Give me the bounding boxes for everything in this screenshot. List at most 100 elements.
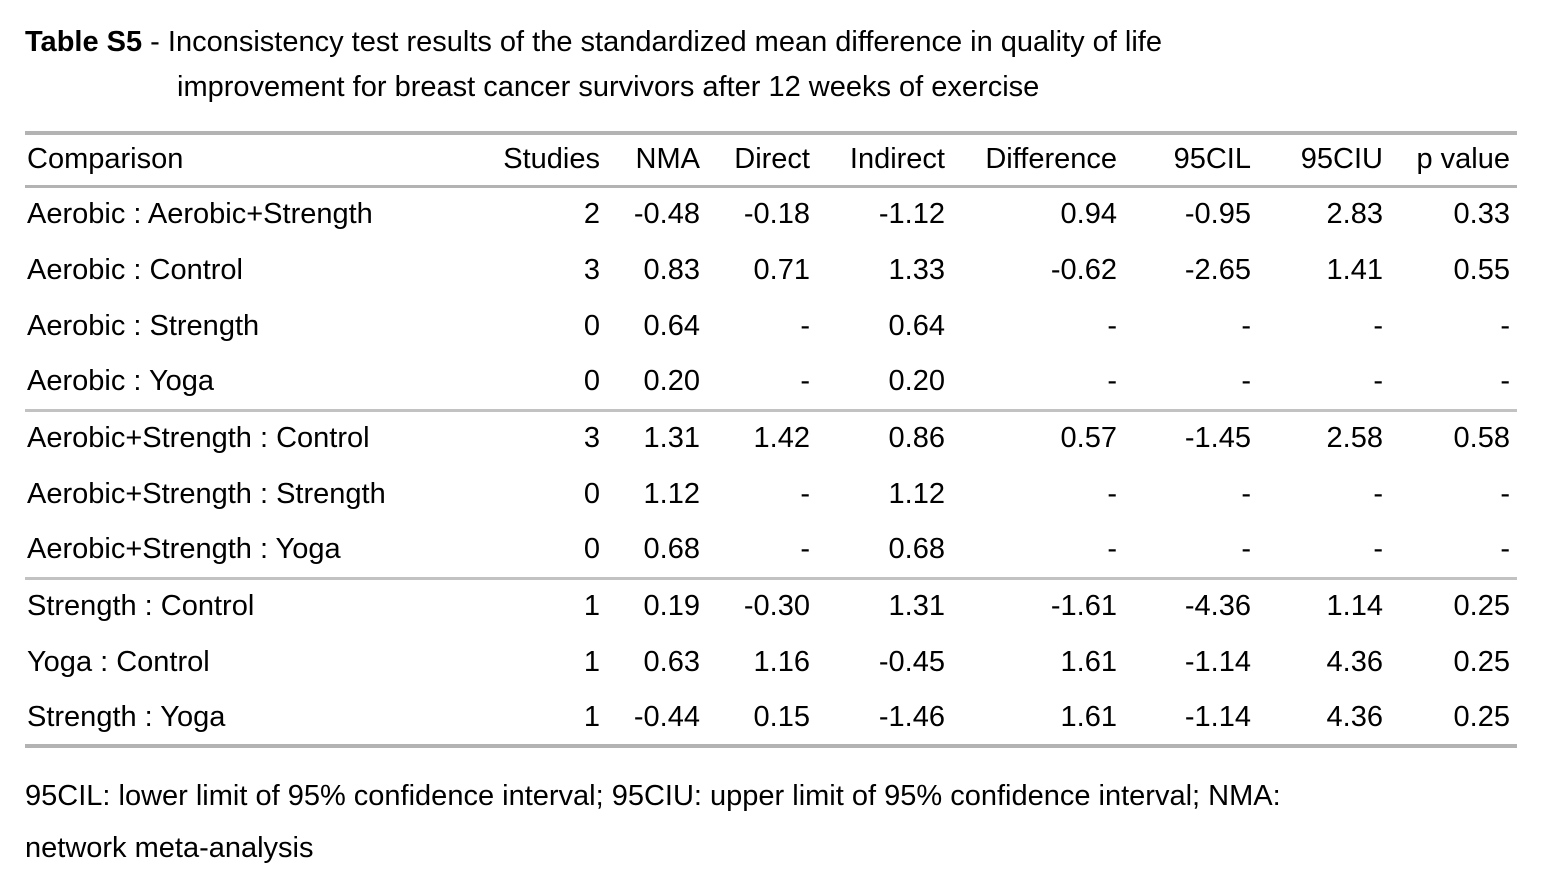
value-cell: -0.18: [743, 198, 810, 231]
caption-title-line-1: Inconsistency test results of the standa…: [167, 26, 1162, 58]
comparison-cell: Aerobic : Yoga: [27, 364, 215, 397]
value-cell: 0: [583, 364, 600, 397]
value-cell: -: [1107, 309, 1117, 342]
value-cell: 0.64: [888, 309, 945, 342]
footnote-line-2: network meta-analysis: [25, 832, 314, 864]
value-cell: -: [800, 477, 810, 510]
value-cell: 0.68: [888, 532, 945, 565]
header-row: Comparison Studies NMA Direct Indirect D…: [25, 133, 1517, 188]
table-row: Aerobic+Strength : Control 3 1.31 1.42 0.86 0…: [25, 408, 1517, 466]
inconsistency-table: Comparison Studies NMA Direct Indirect D…: [25, 131, 1517, 748]
value-cell: 1.16: [753, 645, 810, 678]
value-cell: 3: [583, 253, 600, 286]
value-cell: -1.61: [945, 576, 1117, 634]
value-cell: 3: [460, 408, 600, 466]
value-cell: -: [800, 309, 810, 342]
column-header-direct: Direct: [700, 133, 810, 188]
column-header-comparison: Comparison: [25, 133, 460, 188]
comparison-cell: Yoga : Control: [27, 645, 210, 678]
value-cell: -: [1500, 532, 1510, 565]
value-cell: 1: [583, 645, 600, 678]
value-cell: 1.12: [888, 477, 945, 510]
value-cell: 0.71: [753, 253, 810, 286]
caption-separator: -: [142, 26, 168, 58]
value-cell: -0.62: [1050, 253, 1117, 286]
value-cell: 0.19: [600, 576, 700, 634]
value-cell: -: [800, 532, 810, 565]
value-cell: 0.86: [810, 408, 945, 466]
value-cell: -1.14: [1184, 700, 1251, 733]
value-cell: -1.46: [878, 700, 945, 733]
value-cell: 0.83: [643, 253, 700, 286]
value-cell: 0.55: [1453, 253, 1510, 286]
value-cell: 0.15: [753, 700, 810, 733]
table-row: Aerobic+Strength : Strength 0 1.12 - 1.12 - - -…: [25, 466, 1517, 522]
table-row: Strength : Control 1 0.19 -0.30 1.31 -1.61 -4.…: [25, 576, 1517, 634]
value-cell: -0.45: [878, 645, 945, 678]
value-cell: 0.94: [1060, 198, 1117, 231]
table-row: Aerobic : Aerobic+Strength 2 -0.48 -0.18 -1.…: [25, 186, 1517, 242]
value-cell: -: [1241, 532, 1251, 565]
comparison-cell: Strength : Control: [25, 576, 460, 634]
value-cell: -: [1500, 364, 1510, 397]
value-cell: 2: [583, 198, 600, 231]
comparison-cell: Aerobic : Aerobic+Strength: [27, 198, 373, 231]
value-cell: 0.68: [643, 532, 700, 565]
value-cell: 1.14: [1251, 576, 1383, 634]
comparison-cell: Aerobic+Strength : Control: [25, 408, 460, 466]
table-row: Aerobic+Strength : Yoga 0 0.68 - 0.68 - - - -: [25, 522, 1517, 578]
value-cell: -: [1107, 477, 1117, 510]
column-header-nma: NMA: [600, 133, 700, 188]
value-cell: 1: [583, 700, 600, 733]
table-row: Yoga : Control 1 0.63 1.16 -0.45 1.61 -1.14 4.3…: [25, 634, 1517, 690]
value-cell: 0.25: [1453, 645, 1510, 678]
caption-title-line-2: improvement for breast cancer survivors …: [177, 71, 1040, 103]
value-cell: 0: [583, 532, 600, 565]
table-body: Aerobic : Aerobic+Strength 2 -0.48 -0.18 -1.…: [25, 186, 1517, 746]
column-header-95cil: 95CIL: [1117, 133, 1251, 188]
value-cell: -1.12: [878, 198, 945, 231]
table-row: Aerobic : Yoga 0 0.20 - 0.20 - - - -: [25, 354, 1517, 410]
value-cell: 1.61: [1060, 700, 1117, 733]
value-cell: 0.20: [643, 364, 700, 397]
value-cell: -: [1373, 477, 1383, 510]
value-cell: 1.31: [810, 576, 945, 634]
value-cell: -1.14: [1184, 645, 1251, 678]
value-cell: -0.44: [633, 700, 700, 733]
value-cell: 0.25: [1453, 700, 1510, 733]
value-cell: -: [1373, 309, 1383, 342]
value-cell: -: [1241, 364, 1251, 397]
value-cell: 1.12: [643, 477, 700, 510]
value-cell: 1: [460, 576, 600, 634]
value-cell: -1.45: [1117, 408, 1251, 466]
value-cell: 0: [583, 309, 600, 342]
comparison-cell: Strength : Yoga: [27, 700, 226, 733]
value-cell: 1.31: [600, 408, 700, 466]
value-cell: 1.42: [700, 408, 810, 466]
value-cell: -0.48: [633, 198, 700, 231]
value-cell: 0.33: [1453, 198, 1510, 231]
column-header-difference: Difference: [945, 133, 1117, 188]
column-header-95ciu: 95CIU: [1251, 133, 1383, 188]
value-cell: -2.65: [1184, 253, 1251, 286]
value-cell: 0.58: [1383, 408, 1517, 466]
value-cell: 0.25: [1383, 576, 1517, 634]
value-cell: 1.41: [1326, 253, 1383, 286]
column-header-studies: Studies: [460, 133, 600, 188]
column-header-p-value: p value: [1383, 133, 1517, 188]
value-cell: -: [1107, 532, 1117, 565]
comparison-cell: Aerobic : Control: [27, 253, 243, 286]
comparison-cell: Aerobic+Strength : Strength: [27, 477, 386, 510]
value-cell: 0.20: [888, 364, 945, 397]
column-header-indirect: Indirect: [810, 133, 945, 188]
value-cell: 0.63: [643, 645, 700, 678]
value-cell: 1.61: [1060, 645, 1117, 678]
table-row: Aerobic : Strength 0 0.64 - 0.64 - - - -: [25, 298, 1517, 354]
value-cell: -: [1241, 309, 1251, 342]
value-cell: 4.36: [1326, 700, 1383, 733]
table-caption: Table S5 - Inconsistency test results of…: [0, 0, 1546, 110]
value-cell: -4.36: [1117, 576, 1251, 634]
value-cell: 0.57: [945, 408, 1117, 466]
value-cell: -: [1500, 309, 1510, 342]
